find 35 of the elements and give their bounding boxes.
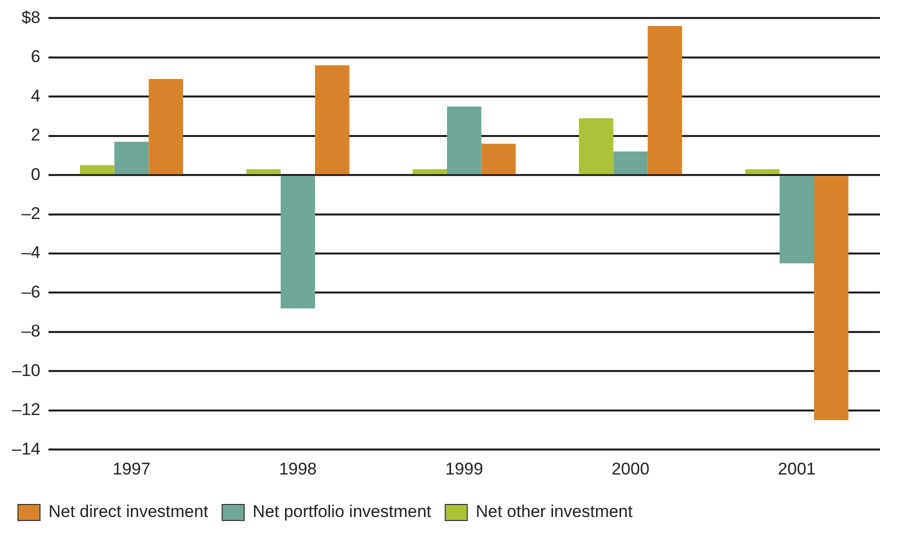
- x-tick-label: 1997: [112, 459, 150, 478]
- y-tick-label: –14: [12, 439, 40, 458]
- bar: [148, 78, 184, 174]
- y-tick-label: –2: [21, 204, 40, 223]
- bar: [780, 176, 814, 264]
- bar: [280, 176, 316, 308]
- y-tick-label: –6: [21, 282, 40, 302]
- bar: [745, 169, 780, 174]
- x-tick-label: 2001: [778, 459, 816, 478]
- bar: [481, 144, 516, 174]
- y-tick-label: –10: [12, 360, 40, 380]
- y-tick-label: –8: [21, 322, 40, 341]
- bar: [412, 169, 447, 174]
- x-tick-label: 2000: [612, 459, 650, 478]
- bar: [814, 176, 848, 420]
- x-tick-label: 1999: [445, 459, 484, 478]
- legend-label: Net direct investment: [48, 502, 208, 522]
- bar: [446, 106, 482, 174]
- y-tick-label: –12: [12, 400, 40, 420]
- y-tick-label: 0: [30, 164, 40, 184]
- bar: [114, 142, 149, 174]
- bar: [578, 118, 614, 174]
- bar: [80, 165, 114, 174]
- bar: [246, 169, 281, 174]
- x-tick-label: 1998: [278, 459, 317, 478]
- y-tick-label: 4: [30, 86, 40, 106]
- bar: [315, 65, 350, 174]
- y-tick-label: 6: [30, 47, 40, 66]
- y-tick-label: –4: [21, 243, 40, 262]
- bar: [648, 26, 682, 174]
- legend-label: Net other investment: [476, 502, 633, 522]
- y-tick-label: 2: [30, 126, 40, 145]
- legend-label: Net portfolio investment: [252, 502, 432, 522]
- bar: [613, 152, 648, 174]
- y-tick-label: $8: [21, 8, 40, 27]
